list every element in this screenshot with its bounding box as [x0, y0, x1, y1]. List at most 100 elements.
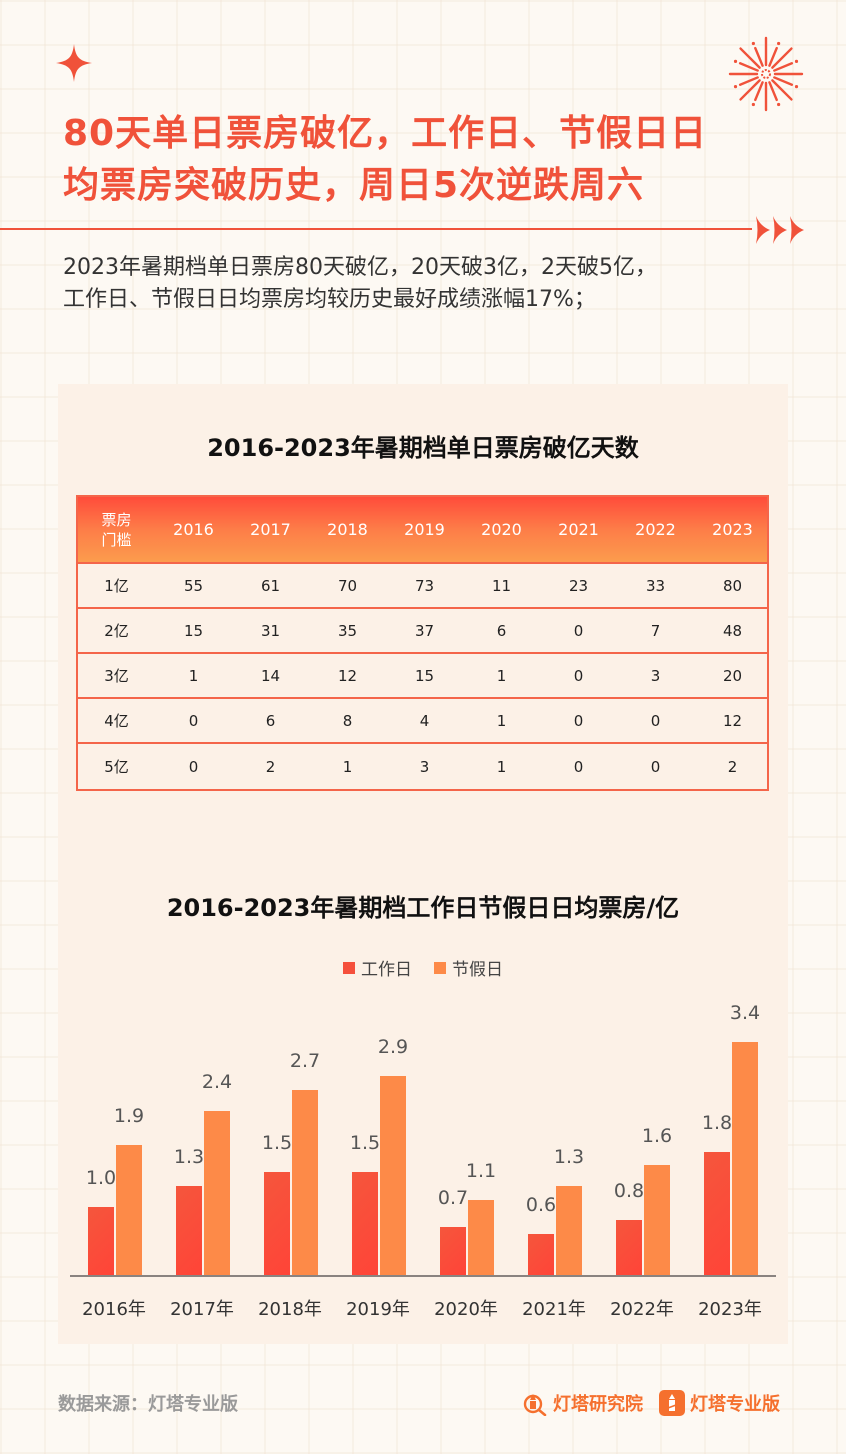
bar-holiday[interactable]	[644, 1165, 670, 1275]
bar-holiday[interactable]	[116, 1144, 142, 1275]
table-cell: 33	[645, 576, 666, 595]
bar-holiday[interactable]	[292, 1090, 318, 1275]
bar-holiday[interactable]	[204, 1110, 230, 1275]
table-cell: 20	[722, 666, 743, 685]
value-label-work: 1.5	[261, 1132, 293, 1155]
subtitle: 2023年暑期档单日票房80天破亿，20天破3亿，2天破5亿， 工作日、节假日日…	[63, 252, 803, 316]
bar-group: 0.7 1.1 2020年	[422, 990, 510, 1330]
table-cell: 3	[419, 757, 430, 776]
table-cell: 0	[650, 711, 661, 730]
bar-chart: 1.0 1.9 2016年 1.3 2.4 2017年 1.5 2.7 2018年 1.5 2.9 2…	[70, 990, 776, 1330]
x-tick-label: 2020年	[434, 1299, 498, 1320]
table-cell: 1	[496, 757, 507, 776]
table-cell: 0	[573, 621, 584, 640]
table-cell: 61	[260, 576, 281, 595]
headline-line-2: 均票房突破历史，周日5次逆跌周六	[63, 165, 645, 206]
bar-work[interactable]	[264, 1172, 290, 1275]
table-cell: 0	[573, 757, 584, 776]
bar-group: 1.3 2.4 2017年	[158, 990, 246, 1330]
lighthouse-magnifier-icon	[523, 1394, 547, 1416]
bar-work[interactable]	[704, 1151, 730, 1275]
value-label-work: 1.0	[85, 1166, 117, 1189]
table-cell: 48	[722, 621, 743, 640]
header-year-cell: 2017	[250, 520, 291, 539]
table-header-row: 票房 门槛 2016 2017 2018 2019 2020 2021 2022 2023	[78, 497, 767, 564]
data-source: 数据来源：灯塔专业版	[58, 1394, 238, 1415]
bar-work[interactable]	[176, 1185, 202, 1275]
bar-work[interactable]	[528, 1233, 554, 1275]
legend-item-holiday[interactable]: 节假日	[434, 955, 503, 980]
value-label-holiday: 3.4	[729, 1002, 761, 1025]
value-label-work: 1.8	[701, 1111, 733, 1134]
table-cell: 55	[183, 576, 204, 595]
table-cell: 1	[342, 757, 353, 776]
header-year-cell: 2019	[404, 520, 445, 539]
value-label-holiday: 1.9	[113, 1104, 145, 1127]
table-cell: 0	[573, 711, 584, 730]
table-cell: 1	[496, 666, 507, 685]
brand-logos: 灯塔研究院 灯塔专业版	[522, 1390, 780, 1416]
bar-holiday[interactable]	[732, 1042, 758, 1275]
table-cell: 15	[414, 666, 435, 685]
table-cell: 1	[496, 711, 507, 730]
value-label-work: 0.7	[437, 1187, 469, 1210]
header-threshold-cell: 票房 门槛	[78, 497, 155, 562]
table-cell: 14	[260, 666, 281, 685]
legend-label-holiday: 节假日	[452, 960, 503, 980]
header-year-cell: 2018	[327, 520, 368, 539]
legend-item-work[interactable]: 工作日	[343, 955, 412, 980]
table-cell: 11	[491, 576, 512, 595]
table-row: 4亿 0 6 8 4 1 0 0 12	[78, 699, 767, 744]
bar-work[interactable]	[616, 1220, 642, 1275]
divider-rule	[0, 228, 752, 230]
threshold-label: 2亿	[104, 622, 129, 640]
threshold-label: 5亿	[104, 758, 129, 776]
legend-swatch-work	[343, 961, 355, 974]
chart-title: 2016-2023年暑期档工作日节假日日均票房/亿	[166, 894, 680, 922]
lighthouse-app-icon	[659, 1390, 685, 1416]
header-threshold-line-2: 门槛	[101, 530, 132, 549]
value-label-holiday: 2.7	[289, 1050, 321, 1073]
table-cell: 8	[342, 711, 353, 730]
value-label-work: 0.6	[525, 1193, 557, 1216]
table-row: 1亿 55 61 70 73 11 23 33 80	[78, 564, 767, 609]
table-cell: 73	[414, 576, 435, 595]
x-tick-label: 2019年	[346, 1299, 410, 1320]
bar-work[interactable]	[352, 1172, 378, 1275]
header-year-cell: 2020	[481, 520, 522, 539]
table-cell: 0	[188, 711, 199, 730]
bar-work[interactable]	[88, 1206, 114, 1275]
table-cell: 31	[260, 621, 281, 640]
table-cell: 35	[337, 621, 358, 640]
x-axis-line	[70, 1275, 776, 1277]
table-row: 5亿 0 2 1 3 1 0 0 2	[78, 744, 767, 789]
threshold-days-table: 票房 门槛 2016 2017 2018 2019 2020 2021 2022 2023 1…	[76, 495, 769, 791]
table-cell: 1	[188, 666, 199, 685]
table-cell: 0	[650, 757, 661, 776]
x-tick-label: 2018年	[258, 1299, 322, 1320]
legend-label-work: 工作日	[361, 960, 412, 980]
table-cell: 2	[727, 757, 738, 776]
header-year-cell: 2022	[635, 520, 676, 539]
bar-holiday[interactable]	[556, 1185, 582, 1275]
bar-holiday[interactable]	[380, 1076, 406, 1275]
threshold-label: 4亿	[104, 712, 129, 730]
table-row: 3亿 1 14 12 15 1 0 3 20	[78, 654, 767, 699]
headline: 80天单日票房破亿，工作日、节假日日 均票房突破历史，周日5次逆跌周六	[63, 108, 783, 212]
triple-arrow-icon	[756, 216, 804, 244]
bar-group: 1.5 2.9 2019年	[334, 990, 422, 1330]
bar-holiday[interactable]	[468, 1199, 494, 1275]
threshold-label: 3亿	[104, 667, 129, 685]
value-label-work: 0.8	[613, 1180, 645, 1203]
table-cell: 4	[419, 711, 430, 730]
bar-work[interactable]	[440, 1227, 466, 1275]
bar-group: 1.5 2.7 2018年	[246, 990, 334, 1330]
table-cell: 15	[183, 621, 204, 640]
headline-line-1: 80天单日票房破亿，工作日、节假日日	[63, 113, 708, 154]
brand1-label: 灯塔研究院	[553, 1394, 643, 1415]
brand-research-institute: 灯塔研究院	[522, 1390, 643, 1416]
firework-icon	[728, 36, 804, 112]
table-cell: 3	[650, 666, 661, 685]
table-cell: 12	[337, 666, 358, 685]
value-label-work: 1.5	[349, 1132, 381, 1155]
